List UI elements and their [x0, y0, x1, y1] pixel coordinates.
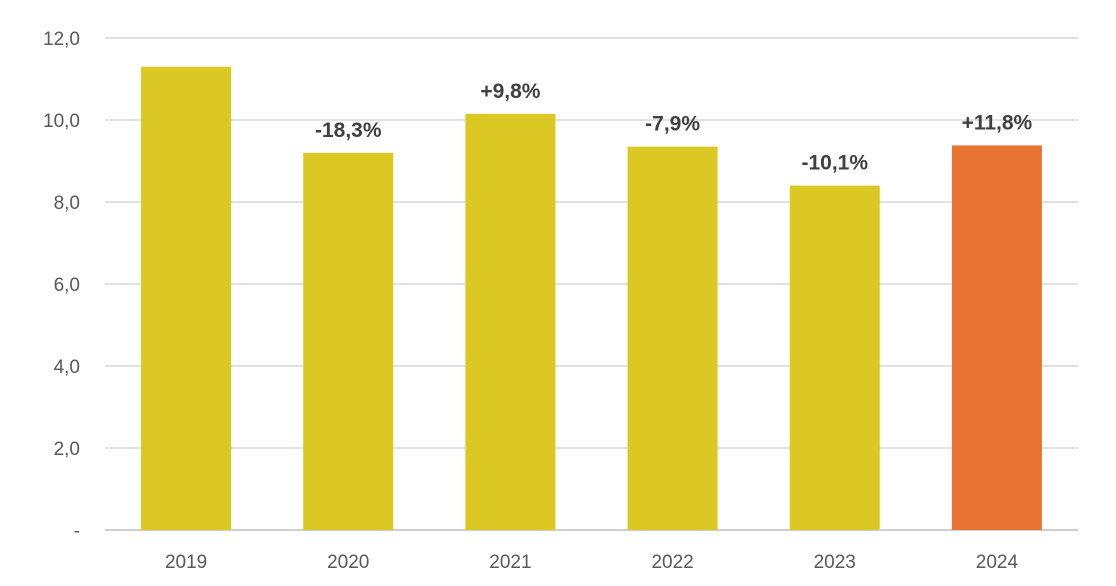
x-tick-label-2022: 2022 [651, 552, 693, 573]
gridlines [105, 37, 1078, 531]
data-label-2021: +9,8% [480, 80, 540, 103]
y-tick-label: 10,0 [43, 111, 80, 132]
data-label-2020: -18,3% [315, 119, 382, 142]
data-label-2022: -7,9% [645, 113, 700, 136]
data-label-2024: +11,8% [962, 111, 1033, 134]
x-tick-label-2020: 2020 [327, 552, 369, 573]
bar-2020 [303, 152, 394, 531]
y-tick-label: 6,0 [54, 275, 80, 296]
x-tick-label-2023: 2023 [814, 552, 856, 573]
bar-2022 [627, 146, 718, 530]
bars [141, 66, 1042, 531]
y-tick-label: 12,0 [43, 29, 80, 50]
x-axis-ticks: 2019 2020 2021 2022 2023 2024 [165, 552, 1019, 573]
y-tick-label: 8,0 [54, 193, 80, 214]
bar-2023 [789, 185, 880, 530]
bar-2024 [951, 145, 1042, 531]
y-tick-label: 2,0 [54, 439, 80, 460]
bar-2019 [141, 66, 232, 530]
x-tick-label-2024: 2024 [976, 552, 1019, 573]
y-axis-ticks: - 2,0 4,0 6,0 8,0 10,0 12,0 [43, 29, 80, 542]
data-labels: -18,3% +9,8% -7,9% -10,1% +11,8% [315, 80, 1033, 175]
bar-2021 [465, 113, 556, 530]
data-label-2023: -10,1% [801, 152, 868, 175]
y-tick-label: - [74, 521, 80, 542]
x-tick-label-2021: 2021 [489, 552, 531, 573]
x-tick-label-2019: 2019 [165, 552, 207, 573]
y-tick-label: 4,0 [54, 357, 80, 378]
